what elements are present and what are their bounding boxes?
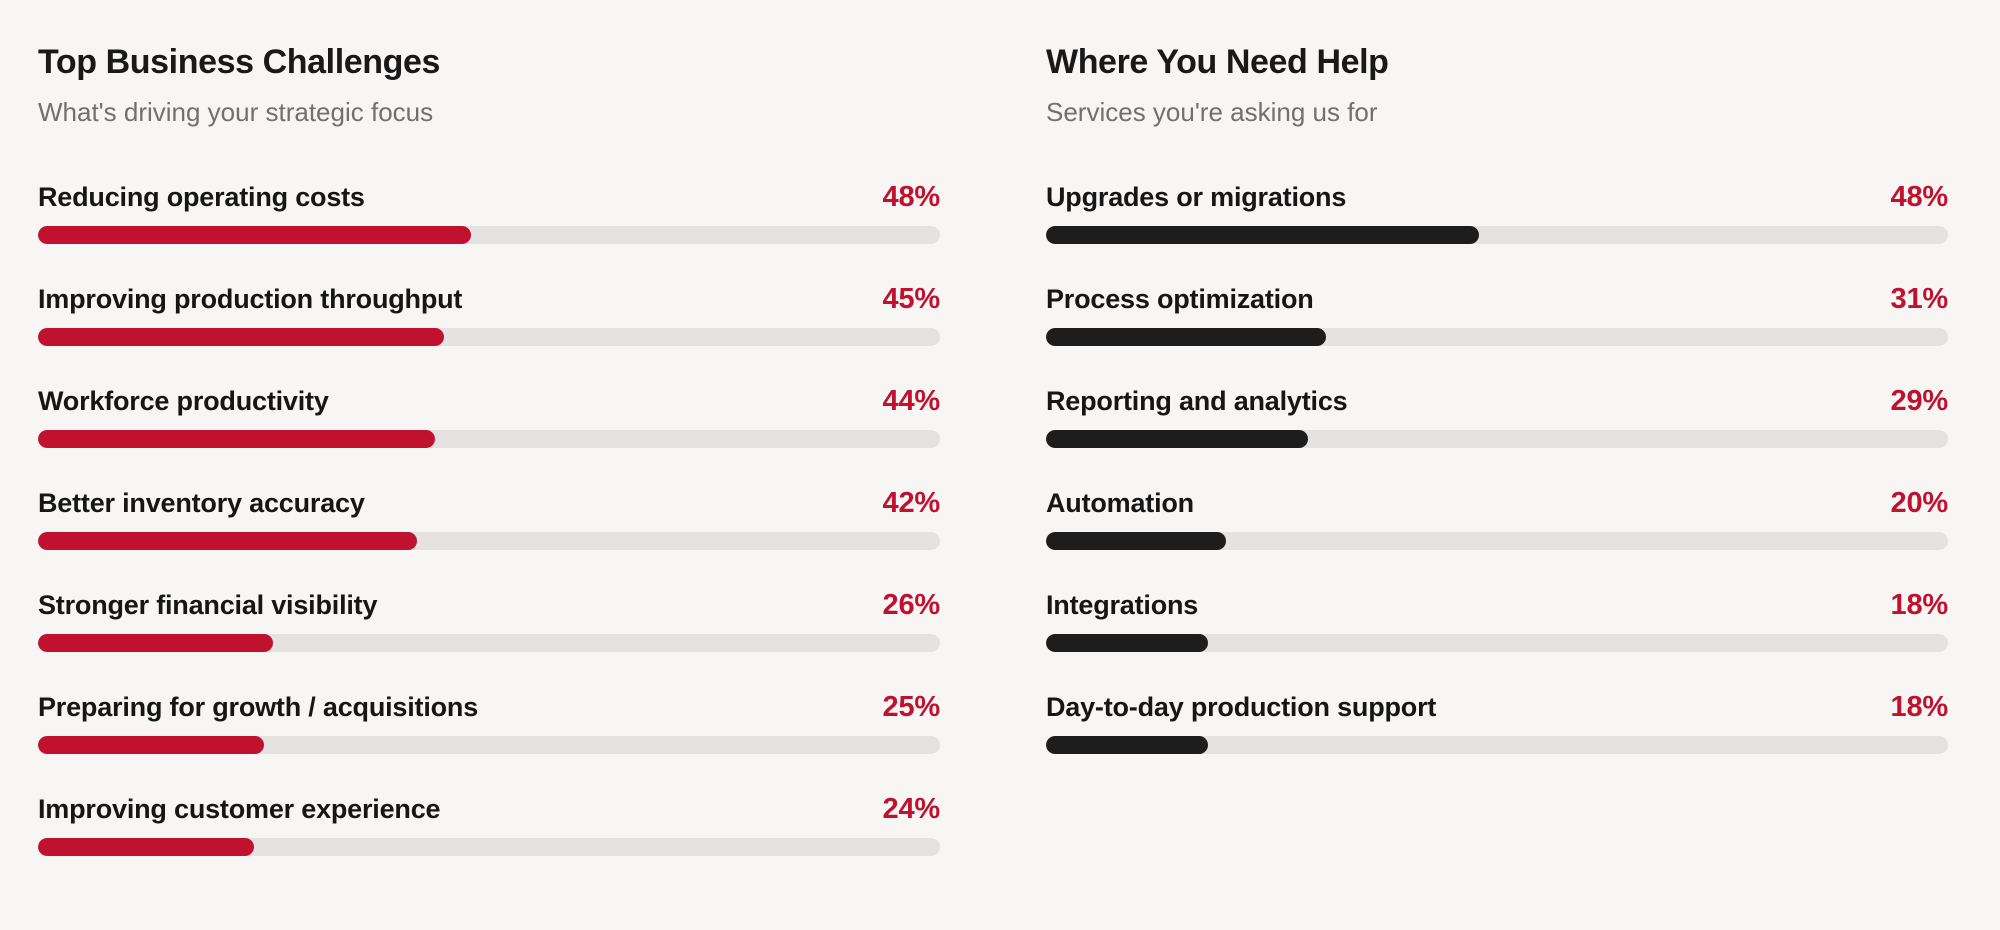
bar-label: Automation — [1046, 488, 1194, 518]
bar-row-header: Reporting and analytics 29% — [1046, 384, 1948, 418]
bar-track — [1046, 736, 1948, 754]
bar-row-header: Reducing operating costs 48% — [38, 180, 940, 214]
bar-row-header: Upgrades or migrations 48% — [1046, 180, 1948, 214]
bar-fill — [38, 634, 273, 652]
chart-top-business-challenges: Top Business Challenges What's driving y… — [38, 40, 940, 894]
chart-where-you-need-help: Where You Need Help Services you're aski… — [1046, 40, 1948, 894]
bar-row: Workforce productivity 44% — [38, 384, 940, 448]
bar-track — [38, 430, 940, 448]
bar-track — [1046, 430, 1948, 448]
bar-value: 31% — [1890, 283, 1949, 315]
chart-subtitle: Services you're asking us for — [1046, 97, 1378, 127]
bar-label: Better inventory accuracy — [38, 488, 365, 518]
bar-row-header: Process optimization 31% — [1046, 282, 1948, 316]
bar-list: Reducing operating costs 48% Improving pro… — [38, 180, 940, 856]
bar-row-header: Improving production throughput 45% — [38, 282, 940, 316]
bar-value: 20% — [1890, 487, 1949, 519]
bar-row: Day-to-day production support 18% — [1046, 690, 1948, 754]
bar-value: 45% — [882, 283, 941, 315]
bar-row-header: Day-to-day production support 18% — [1046, 690, 1948, 724]
bar-label: Stronger financial visibility — [38, 590, 378, 620]
bar-track — [38, 328, 940, 346]
bar-fill — [1046, 736, 1209, 754]
bar-fill — [1046, 430, 1308, 448]
bar-track — [38, 226, 940, 244]
bar-label: Improving customer experience — [38, 794, 441, 824]
bar-fill — [1046, 328, 1326, 346]
bar-row: Integrations 18% — [1046, 588, 1948, 652]
bar-value: 48% — [882, 181, 941, 213]
bar-track — [1046, 226, 1948, 244]
bar-label: Process optimization — [1046, 284, 1314, 314]
bar-value: 25% — [882, 691, 941, 723]
bar-row-header: Workforce productivity 44% — [38, 384, 940, 418]
bar-row: Improving customer experience 24% — [38, 792, 940, 856]
bar-track — [1046, 328, 1948, 346]
bar-value: 18% — [1890, 589, 1949, 621]
bar-fill — [38, 328, 444, 346]
bar-value: 48% — [1890, 181, 1949, 213]
bar-track — [1046, 532, 1948, 550]
bar-label: Improving production throughput — [38, 284, 463, 314]
bar-track — [38, 838, 940, 856]
bar-fill — [1046, 532, 1227, 550]
bar-label: Upgrades or migrations — [1046, 182, 1347, 212]
bar-row-header: Integrations 18% — [1046, 588, 1948, 622]
bar-label: Day-to-day production support — [1046, 692, 1437, 722]
bar-row: Process optimization 31% — [1046, 282, 1948, 346]
bar-row: Automation 20% — [1046, 486, 1948, 550]
bar-fill — [1046, 634, 1209, 652]
bar-list: Upgrades or migrations 48% Process optimiz… — [1046, 180, 1948, 754]
bar-row-header: Automation 20% — [1046, 486, 1948, 520]
bar-fill — [38, 226, 471, 244]
bar-value: 42% — [882, 487, 941, 519]
bar-label: Preparing for growth / acquisitions — [38, 692, 479, 722]
bar-track — [1046, 634, 1948, 652]
bar-value: 18% — [1890, 691, 1949, 723]
survey-charts-page: Top Business Challenges What's driving y… — [38, 40, 1948, 894]
bar-value: 29% — [1890, 385, 1949, 417]
bar-row-header: Stronger financial visibility 26% — [38, 588, 940, 622]
bar-label: Workforce productivity — [38, 386, 329, 416]
bar-fill — [38, 532, 417, 550]
bar-value: 24% — [882, 793, 941, 825]
bar-row: Preparing for growth / acquisitions 25% — [38, 690, 940, 754]
bar-label: Integrations — [1046, 590, 1199, 620]
chart-subtitle: What's driving your strategic focus — [38, 97, 434, 127]
bar-row: Reporting and analytics 29% — [1046, 384, 1948, 448]
bar-label: Reducing operating costs — [38, 182, 365, 212]
bar-track — [38, 634, 940, 652]
bar-row-header: Improving customer experience 24% — [38, 792, 940, 826]
bar-track — [38, 532, 940, 550]
bar-label: Reporting and analytics — [1046, 386, 1348, 416]
bar-row: Reducing operating costs 48% — [38, 180, 940, 244]
bar-fill — [38, 736, 264, 754]
bar-row: Stronger financial visibility 26% — [38, 588, 940, 652]
chart-title: Where You Need Help — [1046, 43, 1389, 81]
bar-value: 44% — [882, 385, 941, 417]
bar-row: Upgrades or migrations 48% — [1046, 180, 1948, 244]
bar-row: Improving production throughput 45% — [38, 282, 940, 346]
bar-row-header: Preparing for growth / acquisitions 25% — [38, 690, 940, 724]
bar-fill — [38, 838, 255, 856]
chart-title: Top Business Challenges — [38, 43, 441, 81]
bar-row: Better inventory accuracy 42% — [38, 486, 940, 550]
bar-track — [38, 736, 940, 754]
bar-fill — [1046, 226, 1479, 244]
bar-row-header: Better inventory accuracy 42% — [38, 486, 940, 520]
bar-value: 26% — [882, 589, 941, 621]
bar-fill — [38, 430, 435, 448]
